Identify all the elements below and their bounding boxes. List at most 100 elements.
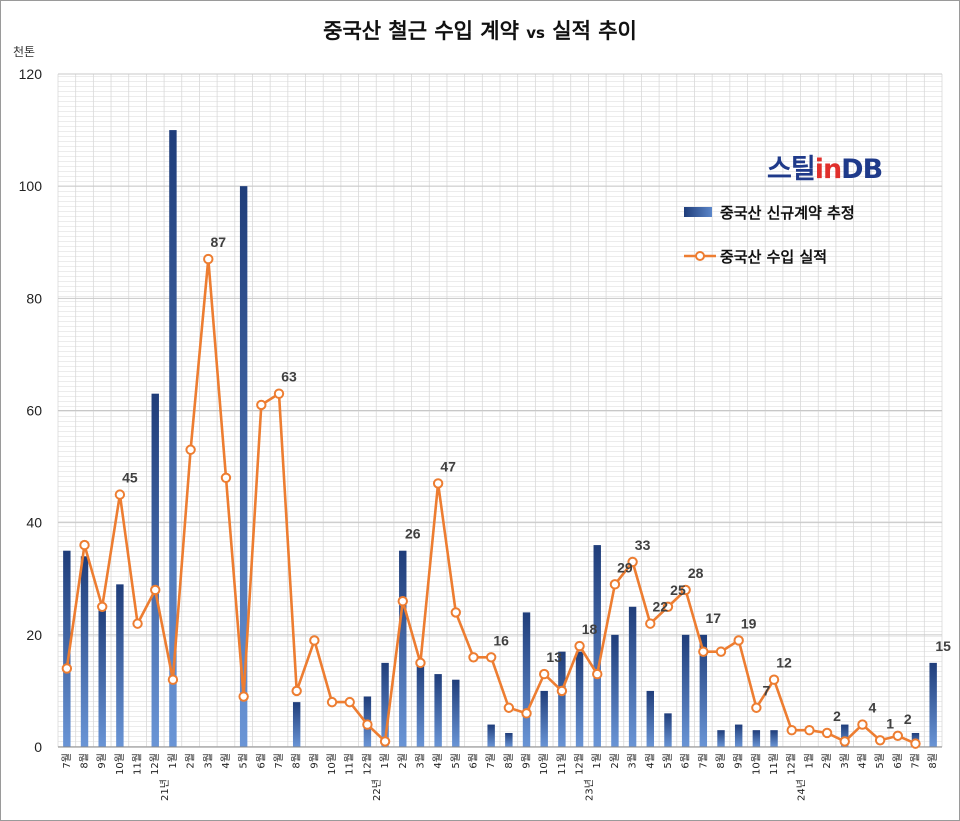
import-point (521, 708, 532, 719)
x-tick-label: 7월 (909, 753, 921, 769)
data-label: 18 (582, 621, 598, 637)
x-tick-label: 11월 (768, 753, 780, 775)
chart-legend: 중국산 신규계약 추정 중국산 수입 실적 (684, 199, 924, 287)
contract-bar (593, 545, 601, 747)
chart-title-main: 중국산 철근 수입 계약 (323, 19, 519, 43)
x-tick-label: 8월 (291, 753, 303, 769)
contract-bar (929, 662, 937, 747)
data-label: 63 (281, 369, 297, 385)
data-label: 4 (869, 700, 877, 716)
import-point (839, 736, 850, 747)
x-tick-label: 4월 (220, 753, 232, 769)
data-label: 17 (706, 610, 722, 626)
contract-bar (487, 724, 495, 747)
x-tick-label: 8월 (79, 753, 91, 769)
x-tick-label: 7월 (485, 753, 497, 769)
x-tick-label: 1월 (591, 753, 603, 769)
import-point (733, 635, 744, 646)
x-tick-label: 9월 (96, 753, 108, 769)
x-tick-label: 12월 (149, 753, 161, 775)
import-point (326, 696, 338, 708)
x-tick-label: 6월 (467, 753, 479, 769)
contract-bar (505, 732, 513, 747)
x-tick-label: 12월 (361, 753, 373, 775)
legend-item-contracts: 중국산 신규계약 추정 (684, 199, 924, 225)
data-label: 7 (762, 683, 770, 699)
x-year-label: 22년 (371, 779, 383, 801)
contract-bar (239, 186, 248, 747)
x-tick-label: 5월 (238, 753, 250, 769)
data-label: 33 (635, 537, 651, 553)
data-label: 45 (122, 470, 138, 486)
import-point (220, 472, 232, 483)
import-point (309, 635, 320, 646)
x-tick-label: 2월 (821, 753, 833, 769)
import-point (256, 399, 267, 411)
data-label: 2 (904, 711, 912, 727)
contract-bar (646, 690, 654, 747)
x-tick-label: 11월 (344, 753, 356, 775)
import-point (751, 702, 762, 713)
contract-bar (63, 550, 71, 747)
contract-bar (292, 702, 301, 747)
import-point (379, 736, 391, 747)
import-point (821, 727, 833, 739)
x-tick-label: 8월 (503, 753, 515, 769)
x-year-label: 21년 (159, 779, 171, 801)
contract-bar (381, 662, 389, 747)
legend-label-contracts: 중국산 신규계약 추정 (720, 204, 855, 222)
contract-bar (540, 690, 548, 747)
y-tick-label: 80 (26, 290, 42, 306)
contract-bar (399, 550, 407, 747)
import-point (609, 579, 621, 590)
import-point (485, 652, 497, 663)
x-tick-label: 3월 (627, 753, 639, 769)
import-point (432, 478, 444, 489)
import-point (627, 556, 638, 568)
y-tick-label: 40 (26, 515, 42, 531)
import-point (539, 668, 550, 680)
x-tick-label: 2월 (185, 753, 197, 769)
contract-bar (681, 634, 690, 747)
x-tick-label: 5월 (874, 753, 886, 769)
contract-bar (734, 724, 743, 747)
import-point (150, 584, 161, 596)
contract-bar (151, 393, 159, 747)
x-tick-label: 12월 (786, 753, 798, 775)
x-tick-label: 10월 (750, 753, 762, 775)
contract-bar (628, 606, 637, 747)
contract-bar (717, 730, 725, 747)
contract-bar (841, 724, 849, 747)
contract-bar (699, 634, 708, 747)
import-point (415, 657, 426, 669)
y-tick-label: 20 (26, 627, 42, 643)
y-tick-label: 0 (34, 739, 42, 755)
x-tick-label: 3월 (414, 753, 426, 769)
x-tick-label: 7월 (61, 753, 73, 769)
y-tick-label: 120 (19, 66, 43, 82)
x-tick-label: 11월 (132, 753, 144, 775)
data-label: 28 (688, 565, 704, 581)
data-label: 19 (741, 615, 757, 631)
data-label: 87 (210, 234, 226, 250)
legend-bar-swatch (684, 207, 712, 217)
import-point (874, 735, 886, 746)
import-point (804, 724, 815, 736)
import-point (344, 696, 355, 708)
x-tick-label: 5월 (450, 753, 462, 769)
import-point (61, 663, 73, 674)
x-year-label: 24년 (796, 779, 808, 801)
data-label: 1 (886, 715, 894, 731)
legend-item-imports: 중국산 수입 실적 (684, 243, 924, 269)
x-tick-label: 1월 (379, 753, 391, 769)
data-label: 15 (935, 638, 951, 654)
contract-bar (434, 674, 442, 747)
import-point (680, 584, 691, 596)
x-tick-label: 9월 (308, 753, 320, 769)
import-point (203, 253, 214, 265)
contract-bar (116, 584, 124, 747)
data-label: 22 (652, 599, 668, 615)
import-point (397, 595, 408, 607)
